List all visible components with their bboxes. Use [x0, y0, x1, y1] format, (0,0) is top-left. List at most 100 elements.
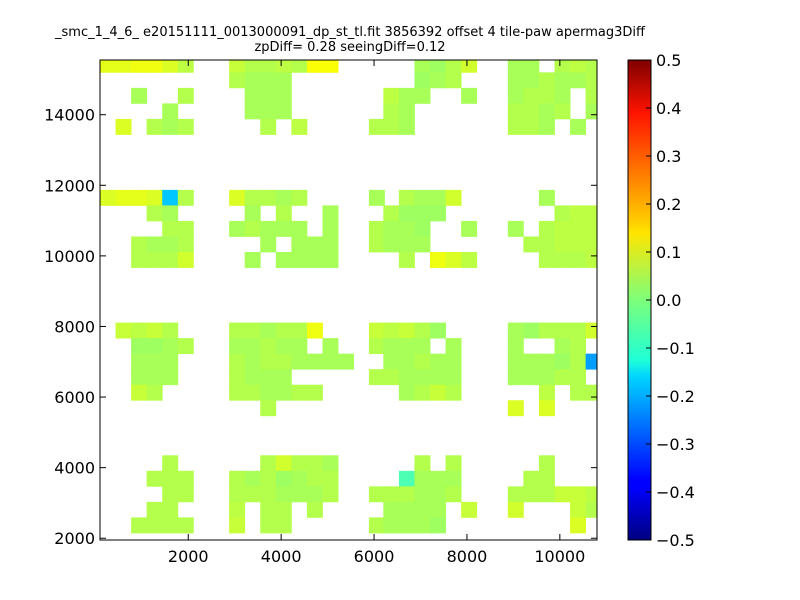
heatmap-cell [523, 60, 540, 73]
heatmap-cell [383, 501, 400, 518]
heatmap-cell [554, 322, 571, 339]
heatmap-cell [306, 60, 323, 73]
heatmap-cell [146, 470, 163, 487]
heatmap-cell [570, 60, 587, 73]
heatmap-cell [146, 384, 163, 401]
heatmap-cell [162, 369, 179, 386]
heatmap-cell [554, 486, 571, 503]
heatmap-cell [146, 252, 163, 268]
heatmap-cell [177, 517, 194, 534]
heatmap-cell [291, 252, 308, 268]
heatmap-cell [146, 236, 163, 253]
heatmap-cell [275, 384, 292, 401]
heatmap-cell [554, 353, 571, 370]
heatmap-cell [322, 470, 339, 487]
heatmap-cell [538, 400, 555, 417]
heatmap-cell [383, 103, 400, 120]
heatmap-cell [538, 220, 555, 237]
heatmap-cell [100, 189, 116, 206]
heatmap-cell [585, 103, 598, 120]
heatmap-cell [398, 369, 415, 386]
heatmap-cell [585, 87, 598, 104]
heatmap-cell [398, 486, 415, 503]
heatmap-cell [398, 470, 415, 487]
heatmap-cell [244, 338, 261, 355]
heatmap-cell [554, 87, 571, 104]
heatmap-cell [430, 517, 446, 534]
heatmap-cell [538, 252, 555, 268]
heatmap-cell [260, 236, 277, 253]
heatmap-cell [229, 72, 246, 89]
heatmap-cell [430, 486, 446, 503]
heatmap-cell [146, 118, 163, 135]
heatmap-cell [146, 205, 163, 222]
heatmap-cell [414, 369, 431, 386]
heatmap-cell [398, 353, 415, 370]
heatmap-cell [368, 322, 385, 339]
heatmap-cell [322, 252, 339, 268]
heatmap-cell [445, 384, 462, 401]
heatmap-cell [383, 236, 400, 253]
heatmap-cell [275, 87, 292, 104]
heatmap-cell [146, 338, 163, 355]
heatmap-cell [260, 400, 277, 417]
heatmap-cell [523, 470, 540, 487]
heatmap-cell [414, 220, 431, 237]
heatmap-cell [275, 369, 292, 386]
heatmap-cell [229, 353, 246, 370]
heatmap-cell [523, 103, 540, 120]
heatmap-cell [260, 369, 277, 386]
heatmap-cell [538, 369, 555, 386]
y-tick-label: 2000 [54, 529, 95, 548]
heatmap-cell [275, 517, 292, 534]
heatmap-cell [507, 501, 524, 518]
heatmap-cell [244, 369, 261, 386]
heatmap-cell [585, 205, 598, 222]
heatmap-cell [414, 338, 431, 355]
heatmap-cell [368, 517, 385, 534]
heatmap-cell [538, 322, 555, 339]
heatmap-cell [507, 118, 524, 135]
heatmap-cell [229, 322, 246, 339]
chart-subtitle: zpDiff= 0.28 seeingDiff=0.12 [254, 40, 446, 55]
heatmap-cell [244, 322, 261, 339]
heatmap-cell [229, 60, 246, 73]
heatmap-cell [229, 384, 246, 401]
heatmap-cell [162, 322, 179, 339]
heatmap-cell [322, 455, 339, 472]
heatmap-cell [275, 353, 292, 370]
heatmap-cell [131, 87, 148, 104]
heatmap-cell [570, 353, 587, 370]
heatmap-cell [430, 369, 446, 386]
heatmap-cell [260, 72, 277, 89]
heatmap-cell [146, 501, 163, 518]
heatmap-cell [383, 353, 400, 370]
heatmap-cell [445, 60, 462, 73]
heatmap-cell [398, 87, 415, 104]
heatmap-cell [275, 486, 292, 503]
heatmap-cell [260, 103, 277, 120]
colorbar-tick-label: 0.4 [656, 99, 681, 118]
heatmap-cell [162, 103, 179, 120]
heatmap-cell [275, 205, 292, 222]
heatmap-cell [570, 338, 587, 355]
y-tick-label: 4000 [54, 459, 95, 478]
heatmap-cell [131, 369, 148, 386]
heatmap-cell [229, 470, 246, 487]
heatmap-cell [291, 455, 308, 472]
heatmap-cell [244, 470, 261, 487]
heatmap-cell [260, 455, 277, 472]
heatmap-cell [430, 353, 446, 370]
heatmap-cell [306, 501, 323, 518]
heatmap-cell [445, 369, 462, 386]
heatmap-cell [146, 517, 163, 534]
heatmap-cell [177, 470, 194, 487]
heatmap-cell [368, 369, 385, 386]
heatmap-cell [398, 189, 415, 206]
heatmap-cell [291, 353, 308, 370]
heatmap-cell [398, 205, 415, 222]
heatmap-cell [570, 205, 587, 222]
heatmap-cell [398, 338, 415, 355]
heatmap-cell [585, 252, 598, 268]
heatmap-cell [398, 252, 415, 268]
